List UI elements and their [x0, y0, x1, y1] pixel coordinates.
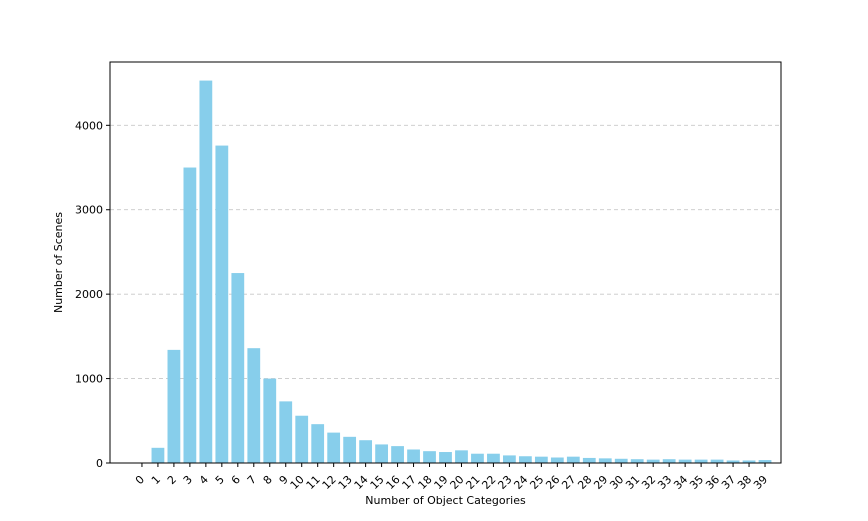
bar-12: [327, 432, 341, 463]
x-tick-label: 7: [245, 473, 259, 487]
y-tick-label: 1000: [75, 373, 103, 386]
bar-37: [726, 460, 740, 463]
bar-5: [215, 145, 229, 463]
bar-23: [503, 455, 516, 463]
bar-17: [407, 449, 420, 463]
x-tick-label: 1: [149, 473, 163, 487]
bar-3: [183, 167, 197, 464]
bar-39: [758, 460, 772, 463]
bar-10: [295, 415, 309, 463]
x-tick-label: 3: [181, 473, 195, 487]
bar-35: [694, 459, 708, 463]
bar-29: [598, 458, 612, 463]
x-tick-label: 6: [229, 473, 243, 487]
bar-8: [263, 378, 277, 463]
x-tick-label: 5: [213, 473, 227, 487]
bar-20: [455, 450, 468, 463]
bar-36: [710, 459, 724, 463]
bar-30: [614, 458, 628, 463]
bar-32: [646, 459, 660, 463]
bar-26: [550, 457, 564, 463]
bars: [151, 80, 772, 464]
bar-9: [279, 401, 293, 463]
bar-16: [391, 446, 404, 463]
bar-25: [534, 456, 548, 463]
bar-2: [167, 349, 181, 463]
bar-21: [471, 453, 484, 463]
y-tick-label: 2000: [75, 288, 103, 301]
bar-31: [630, 459, 644, 463]
y-tick-label: 3000: [75, 204, 103, 217]
bar-28: [582, 457, 596, 463]
bar-19: [439, 452, 452, 463]
bar-22: [487, 453, 500, 463]
bar-6: [231, 273, 245, 463]
y-axis-ticks: 0 1000 2000 3000 4000: [75, 119, 110, 470]
x-tick-label: 2: [165, 473, 179, 487]
x-tick-label: 8: [261, 473, 275, 487]
bar-13: [343, 436, 357, 463]
y-tick-label: 4000: [75, 119, 103, 132]
x-axis-label: Number of Object Categories: [365, 494, 526, 507]
y-tick-label: 0: [96, 457, 103, 470]
bar-24: [518, 456, 532, 463]
bar-18: [423, 451, 436, 463]
x-tick-label: 0: [133, 473, 147, 487]
y-axis-label: Number of Scenes: [52, 212, 65, 313]
bar-27: [566, 456, 580, 463]
bar-1: [151, 447, 165, 463]
bar-4: [199, 80, 213, 463]
bar-38: [742, 460, 756, 463]
bar-34: [678, 459, 692, 463]
bar-33: [662, 459, 676, 463]
x-axis-ticks: 0 1 2 3 4 5 6 7 8 9101112131415161718192021222324…: [133, 463, 770, 492]
bar-7: [247, 348, 261, 463]
bar-14: [359, 440, 373, 463]
x-tick-label: 4: [197, 473, 211, 487]
x-tick-label: 39: [751, 473, 770, 492]
bar-11: [311, 424, 325, 463]
bar-15: [375, 444, 388, 463]
